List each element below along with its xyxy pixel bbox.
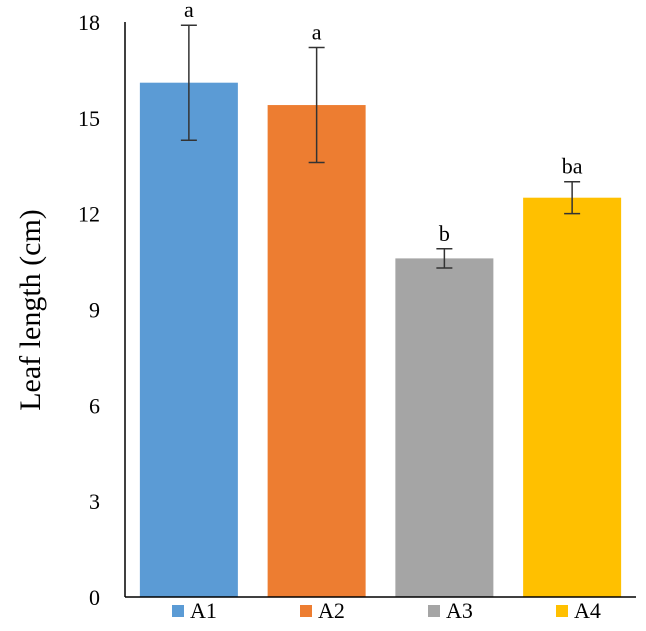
significance-label: ba (562, 154, 583, 179)
significance-label: a (312, 20, 322, 45)
legend-label: A2 (318, 598, 345, 623)
legend-label: A1 (190, 598, 217, 623)
y-tick-label: 12 (78, 202, 100, 227)
y-tick-label: 18 (78, 10, 100, 35)
legend: A1 A2 A3 A4 (172, 598, 601, 623)
bar-a3 (395, 258, 494, 597)
y-tick-label: 6 (89, 393, 100, 418)
error-bars (180, 24, 581, 269)
y-axis-ticks: 0 3 6 9 12 15 18 (78, 10, 100, 610)
bar-a2 (267, 105, 366, 598)
error-bar (180, 24, 197, 141)
legend-label: A4 (574, 598, 601, 623)
significance-label: a (184, 0, 194, 22)
legend-swatch (300, 605, 312, 617)
y-tick-label: 9 (89, 298, 100, 323)
legend-swatch (556, 605, 568, 617)
legend-swatch (428, 605, 440, 617)
significance-labels: a a b ba (184, 0, 583, 246)
y-tick-label: 3 (89, 489, 100, 514)
error-bar (436, 248, 453, 269)
legend-swatch (172, 605, 184, 617)
error-bar (564, 180, 581, 215)
legend-label: A3 (446, 598, 473, 623)
y-axis-title: Leaf length (cm) (14, 209, 47, 411)
bar-a4 (523, 197, 622, 597)
y-tick-label: 15 (78, 106, 100, 131)
significance-label: b (439, 221, 450, 246)
error-bar (308, 46, 325, 164)
y-tick-label: 0 (89, 585, 100, 610)
bars (139, 82, 622, 598)
bar-a1 (139, 82, 238, 597)
